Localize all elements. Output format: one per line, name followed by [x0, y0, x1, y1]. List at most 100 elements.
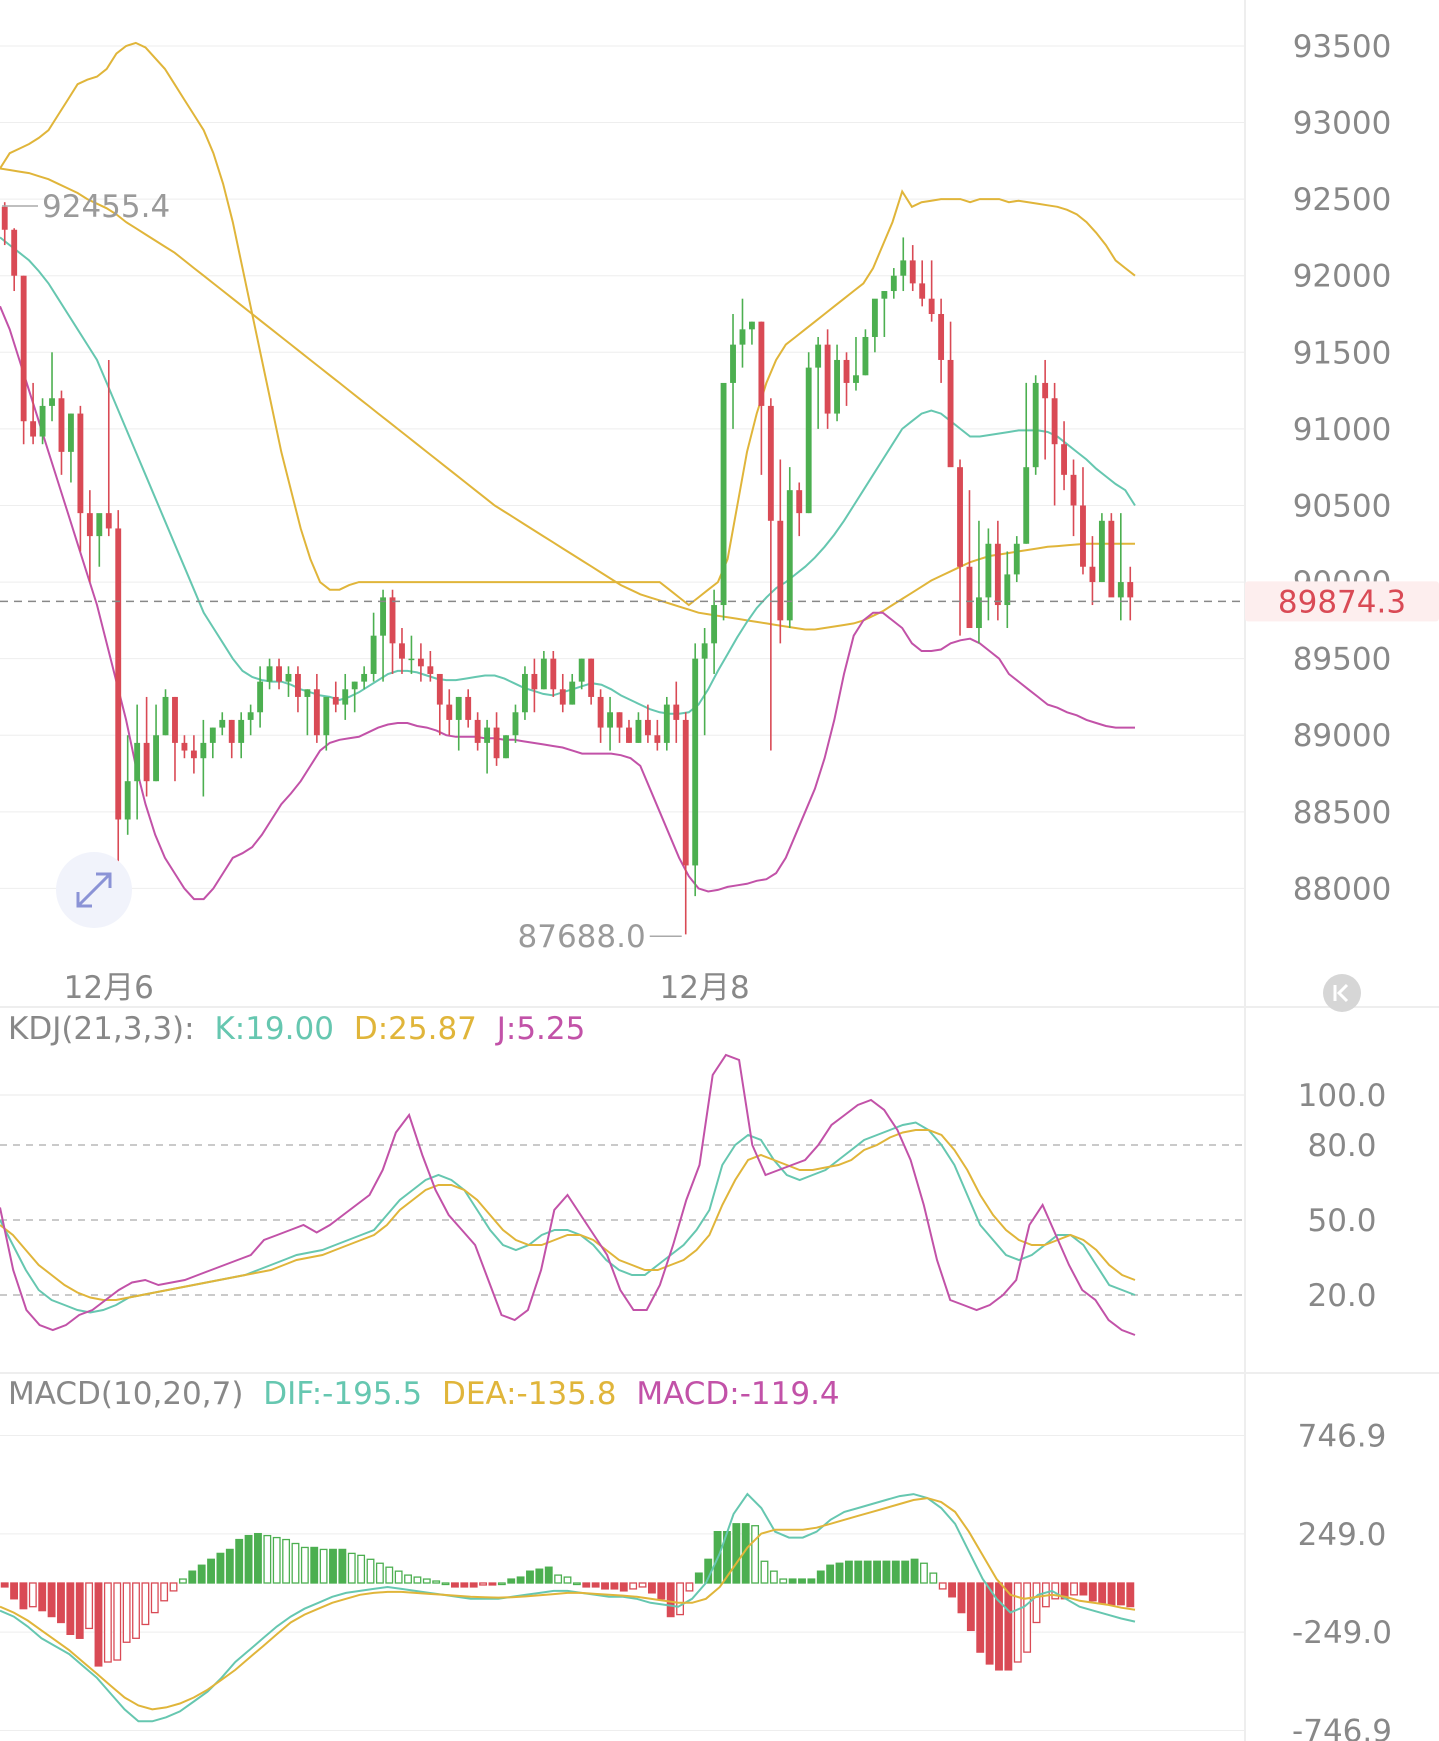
macd-bar — [507, 1578, 516, 1584]
candle — [257, 666, 264, 728]
macd-bar — [938, 1582, 947, 1590]
candle — [909, 245, 916, 292]
candle-body — [238, 719, 245, 743]
macd-bar — [948, 1582, 957, 1598]
candle — [1032, 375, 1039, 475]
macd-bar — [338, 1548, 347, 1584]
candle-body — [569, 681, 576, 705]
candle — [389, 589, 396, 674]
kdj-tick-label: 100.0 — [1298, 1078, 1387, 1114]
candlesticks — [1, 202, 1134, 935]
candle — [209, 727, 216, 759]
candle-body — [247, 712, 254, 720]
macd-bar — [554, 1574, 563, 1584]
candle — [11, 228, 18, 292]
macd-bar — [244, 1534, 253, 1584]
candle — [465, 689, 472, 728]
candle-body — [408, 658, 415, 661]
macd-bar — [300, 1546, 309, 1584]
candle-body — [994, 543, 1001, 606]
candle — [181, 735, 188, 759]
candle — [626, 719, 632, 743]
candle — [796, 482, 803, 537]
macd-bar — [375, 1562, 384, 1584]
candle-body — [153, 735, 159, 782]
candle — [522, 666, 528, 720]
candle — [692, 643, 699, 897]
kdj-k-value: K:19.00 — [214, 1011, 334, 1047]
macd-bar — [685, 1582, 694, 1592]
candle — [380, 589, 386, 682]
low-annotation: 87688.0 — [518, 919, 646, 955]
macd-bar — [216, 1552, 225, 1584]
candle-body — [361, 673, 368, 682]
candle-body — [427, 666, 434, 674]
price-tick-label: 92500 — [1293, 182, 1392, 218]
candle — [1061, 421, 1067, 491]
candle-body — [11, 229, 18, 276]
macd-bar — [263, 1534, 272, 1584]
candle — [673, 681, 680, 743]
candle-body — [304, 689, 311, 697]
macd-bar — [629, 1582, 638, 1590]
macd-bar — [291, 1542, 300, 1584]
candle — [68, 413, 74, 483]
jump-to-latest-icon[interactable] — [1323, 974, 1361, 1012]
macd-bar — [169, 1582, 178, 1592]
candle — [578, 658, 585, 690]
bollinger-line-2 — [0, 236, 1136, 715]
macd-bar — [75, 1582, 84, 1639]
candle-body — [370, 635, 377, 674]
candle — [597, 689, 604, 743]
candle — [446, 689, 453, 736]
macd-bar — [254, 1532, 262, 1584]
candle — [105, 359, 112, 537]
candle-body — [162, 696, 169, 736]
candle — [1117, 513, 1124, 621]
macd-bar — [19, 1582, 28, 1610]
candle — [200, 719, 207, 797]
macd-bar — [601, 1582, 609, 1590]
candle — [947, 321, 954, 468]
candle — [39, 398, 46, 445]
candle-body — [786, 490, 793, 621]
candle — [711, 589, 718, 674]
macd-bar — [1088, 1582, 1097, 1602]
macd-bar — [197, 1564, 206, 1584]
candle — [938, 298, 945, 383]
expand-arrows-icon[interactable] — [56, 852, 132, 928]
candle-body — [266, 666, 273, 682]
kdj-j-value: J:5.25 — [495, 1011, 586, 1047]
candle-body — [323, 696, 330, 736]
macd-tick-label: 746.9 — [1298, 1418, 1387, 1454]
macd-bar — [582, 1582, 591, 1588]
candle — [843, 352, 850, 406]
price-tick-label: 91000 — [1293, 412, 1392, 448]
candle-body — [351, 681, 358, 690]
macd-bar — [178, 1578, 187, 1584]
candle — [332, 681, 339, 713]
macd-bar — [676, 1582, 684, 1616]
candle-body — [493, 727, 500, 759]
macd-bar — [863, 1560, 872, 1584]
candle — [455, 696, 462, 751]
candle — [786, 467, 793, 629]
candle-body — [1117, 582, 1124, 598]
candle-body — [862, 336, 869, 376]
candle-body — [455, 696, 462, 720]
candle-body — [1023, 467, 1030, 544]
candle — [739, 298, 746, 368]
candle — [484, 719, 491, 774]
candle — [1108, 513, 1115, 598]
candle — [86, 490, 93, 583]
macd-bar — [619, 1582, 628, 1592]
kdj-tick-label: 80.0 — [1307, 1128, 1376, 1164]
candle — [1051, 382, 1058, 506]
candle — [730, 314, 736, 429]
candle-body — [190, 750, 197, 759]
macd-bar — [347, 1552, 356, 1584]
candle — [512, 704, 519, 743]
macd-hist-value: MACD:-119.4 — [636, 1376, 839, 1412]
macd-tick-label: -746.9 — [1292, 1714, 1392, 1741]
